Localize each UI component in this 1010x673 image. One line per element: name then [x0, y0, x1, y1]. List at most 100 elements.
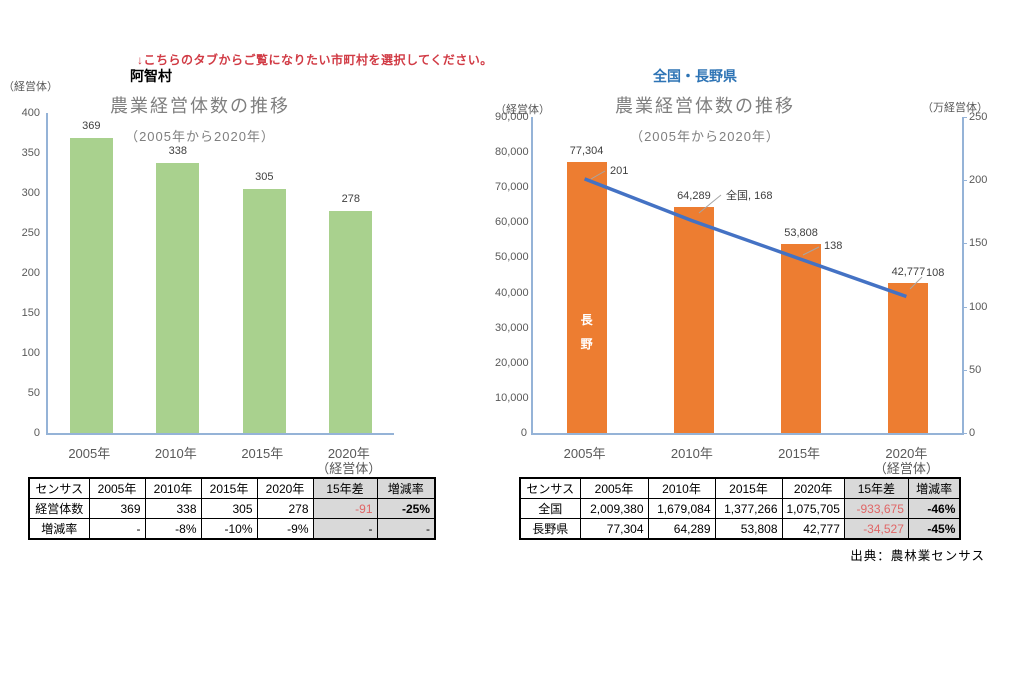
bar [242, 189, 286, 433]
left-axis-unit-label: （経営体） [495, 104, 550, 116]
right-y-tick-label: 0 [969, 427, 976, 439]
table-cell: 77,304 [579, 518, 649, 540]
bar-value-label: 42,777 [891, 265, 926, 278]
line-value-label: 全国, 168 [726, 190, 773, 202]
x-axis-label: 2015年 [778, 446, 821, 461]
bar-value-label: 53,808 [784, 227, 818, 240]
y-tick-label: 250 [21, 227, 40, 239]
bar-value-label: 338 [168, 144, 187, 157]
table-header-cell: 15年差 [843, 477, 909, 499]
table-row: 増減率 - -8% -10% -9% - - [28, 518, 436, 540]
left-y-tick-label: 20,000 [495, 356, 529, 369]
bar-value-label: 77,304 [569, 144, 604, 157]
table-cell: -91 [312, 498, 378, 519]
left-y-tick-label: 70,000 [495, 181, 529, 194]
chart-region-title: 阿智村 [130, 68, 172, 84]
x-axis-label: 2020年 （経営体） [316, 446, 382, 476]
table-cell: 42,777 [781, 518, 845, 540]
achi-village-chart: （経営体） 阿智村 農業経営体数の推移 （2005年から2020年） 369 33… [0, 62, 485, 502]
table-header-cell: 2020年 [256, 477, 314, 499]
table-cell: 1,377,266 [714, 498, 783, 519]
y-tick-label: 150 [21, 307, 40, 319]
table-header-cell: 2020年 [781, 477, 845, 499]
source-citation: 出典：農林業センサス [850, 549, 985, 563]
achi-table-container: センサス 2005年 2010年 2015年 2020年 15年差 増減率 経営体数 369 33… [28, 477, 436, 540]
table-cell: - [88, 518, 146, 540]
table-header-cell: 2010年 [647, 477, 716, 499]
table-cell: -10% [200, 518, 258, 540]
chart-region-title: 全国・長野県 [653, 68, 737, 84]
achi-table: センサス 2005年 2010年 2015年 2020年 15年差 増減率 経営体数 369 33… [28, 477, 436, 540]
chart-title: 農業経営体数の推移 [110, 96, 290, 116]
table-header-row: センサス 2005年 2010年 2015年 2020年 15年差 増減率 [519, 477, 961, 499]
right-axis-unit-label: （万経営体） [922, 102, 988, 114]
left-y-tick-label: 10,000 [495, 391, 529, 404]
table-cell: 278 [256, 498, 314, 519]
bar [566, 161, 607, 433]
table-header-row: センサス 2005年 2010年 2015年 2020年 15年差 増減率 [28, 477, 436, 499]
table-header-cell: 増減率 [376, 477, 436, 499]
callout-connector [802, 246, 820, 256]
callout-connector [909, 276, 923, 290]
right-y-tick-label: 100 [969, 300, 988, 313]
table-header-cell: 増減率 [907, 477, 961, 499]
y-tick-label: 300 [21, 187, 40, 199]
table-header-cell: センサス [28, 477, 90, 499]
plot-area: 77,304 64,289 53,808 42,777 長 野 201 全国, 168 138… [531, 117, 964, 435]
trend-line-svg [583, 170, 923, 299]
x-axis-label: 2005年 [68, 446, 111, 461]
left-y-tick-label: 60,000 [495, 216, 529, 229]
right-y-tick-mark [962, 433, 967, 434]
table-cell: 経営体数 [28, 498, 90, 519]
y-tick-label: 0 [33, 427, 40, 439]
right-y-tick-mark [962, 243, 967, 245]
table-header-cell: 2005年 [579, 477, 649, 499]
table-cell: 2,009,380 [579, 498, 649, 519]
bar [781, 244, 822, 433]
table-cell: -8% [144, 518, 202, 540]
bar-value-label: 369 [82, 119, 101, 132]
instruction-note: ↓こちらのタブからご覧になりたい市町村を選択してください。 [137, 53, 493, 67]
line-value-label: 201 [610, 165, 629, 177]
trend-line [583, 177, 907, 299]
bar [888, 282, 929, 433]
chart-subtitle: （2005年から2020年） [630, 129, 780, 144]
bar [156, 162, 200, 433]
left-y-tick-label: 50,000 [495, 251, 529, 264]
table-cell: - [376, 518, 436, 540]
table-cell: 1,075,705 [781, 498, 845, 519]
table-cell: 53,808 [714, 518, 783, 540]
table-cell: -46% [907, 498, 961, 519]
table-cell: -933,675 [843, 498, 909, 519]
table-header-cell: 2005年 [88, 477, 146, 499]
y-tick-label: 50 [27, 387, 40, 399]
x-axis-label: 2010年 [154, 446, 197, 461]
national-nagano-table: センサス 2005年 2010年 2015年 2020年 15年差 増減率 全国 2,009,3… [519, 477, 962, 540]
y-tick-label: 200 [21, 267, 40, 279]
table-cell: 305 [200, 498, 258, 519]
table-row: 経営体数 369 338 305 278 -91 -25% [28, 498, 436, 519]
table-cell: -25% [376, 498, 436, 519]
left-y-tick-label: 30,000 [495, 321, 529, 334]
bar-value-label: 278 [341, 192, 360, 205]
national-nagano-chart: （経営体） （万経営体） 全国・長野県 農業経営体数の推移 （2005年から20… [495, 62, 1010, 502]
plot-area: 369 338 305 278 [46, 113, 394, 435]
right-y-tick-label: 250 [969, 111, 988, 123]
bar-series-label: 長 野 [580, 313, 593, 351]
left-y-tick-label: 0 [520, 427, 527, 439]
table-header-cell: 2015年 [200, 477, 258, 499]
bar-value-label: 305 [255, 171, 274, 183]
right-y-tick-mark [962, 180, 967, 182]
x-axis-label: 2005年 [563, 446, 606, 461]
table-cell: -34,527 [843, 518, 909, 540]
bar-value-label: 64,289 [677, 190, 711, 203]
callout-connector [590, 170, 606, 180]
bar [673, 207, 714, 433]
bar [69, 137, 113, 433]
left-y-tick-label: 80,000 [495, 146, 529, 159]
table-cell: 全国 [519, 498, 581, 519]
table-row: 長野県 77,304 64,289 53,808 42,777 -34,527 -45% [519, 518, 961, 540]
table-cell: -45% [907, 518, 961, 540]
table-row: 全国 2,009,380 1,679,084 1,377,266 1,075,705 -9… [519, 498, 961, 519]
table-header-cell: 2015年 [714, 477, 783, 499]
